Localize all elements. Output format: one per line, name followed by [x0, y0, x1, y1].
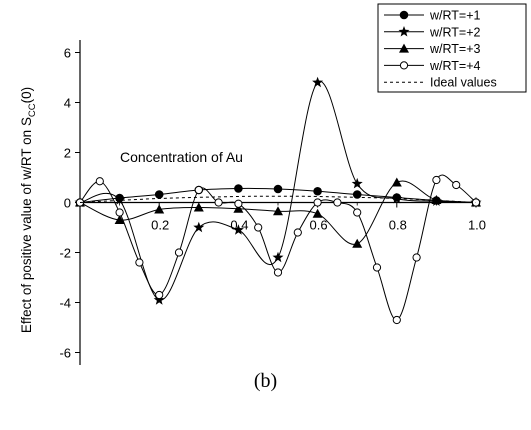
data-point — [114, 215, 125, 224]
y-axis-label-sub: CC — [27, 103, 38, 117]
y-tick-label: 2 — [64, 146, 71, 161]
data-point — [193, 202, 204, 212]
chart-annotation: Concentration of Au — [120, 149, 243, 165]
figure-caption: (b) — [253, 370, 278, 392]
data-point — [254, 223, 263, 232]
legend-label: w/RT=+3 — [429, 42, 481, 56]
data-point — [193, 221, 205, 233]
data-point — [232, 224, 244, 235]
data-point — [115, 208, 124, 217]
legend-label: w/RT=+2 — [429, 25, 481, 39]
y-tick-label: 4 — [64, 96, 71, 111]
data-point — [155, 290, 164, 300]
y-tick-label: -4 — [59, 296, 71, 311]
data-point — [194, 185, 203, 195]
y-axis-label: Effect of positive value of w/RT on SCC(… — [19, 87, 38, 333]
y-tick-label: 0 — [64, 196, 71, 211]
data-point — [234, 199, 243, 208]
data-point — [352, 238, 363, 248]
data-point — [313, 198, 322, 207]
y-tick-label: -6 — [59, 346, 71, 361]
x-tick-label: 1.0 — [468, 218, 486, 233]
series-layer — [74, 76, 482, 325]
data-point — [431, 195, 442, 204]
y-axis-label-main: Effect of positive value of w/RT on S — [19, 117, 34, 333]
legend-label: w/RT=+4 — [429, 59, 481, 73]
data-point — [114, 194, 126, 205]
series-4 — [75, 174, 481, 325]
data-point — [392, 315, 401, 325]
data-point — [391, 192, 403, 204]
data-point — [293, 228, 302, 237]
data-point — [214, 198, 223, 207]
data-point — [154, 190, 164, 199]
data-point — [351, 177, 363, 189]
data-point — [174, 248, 184, 257]
data-point — [95, 177, 104, 186]
y-tick-label: -2 — [59, 246, 71, 261]
data-point — [391, 177, 402, 187]
data-point — [313, 186, 322, 196]
x-tick-label: 0.8 — [389, 218, 407, 233]
data-point — [352, 190, 362, 199]
data-point — [135, 258, 144, 267]
data-point — [432, 175, 441, 185]
data-point — [233, 203, 244, 213]
data-point — [353, 208, 362, 217]
y-axis-label-tail: (0) — [19, 87, 34, 104]
legend-swatch-marker — [399, 10, 409, 20]
data-point — [234, 184, 243, 193]
data-point — [333, 198, 342, 207]
series-5 — [79, 195, 477, 203]
data-point — [273, 206, 283, 216]
legend-swatch-marker — [399, 43, 409, 53]
data-point — [312, 208, 323, 218]
y-tick-label: 6 — [64, 46, 71, 61]
x-tick-label: 0.6 — [310, 218, 328, 233]
legend: w/RT=+1 w/RT=+2 w/RT=+3 w/RT=+4 Ideal values — [377, 3, 527, 93]
data-point — [272, 251, 284, 263]
data-point — [273, 184, 283, 194]
data-point — [452, 180, 461, 190]
data-point — [372, 263, 382, 272]
series-line — [79, 195, 477, 203]
legend-label: Ideal values — [430, 76, 497, 90]
data-point — [312, 76, 324, 88]
data-point — [153, 294, 165, 305]
data-point — [273, 268, 283, 277]
legend-swatch-marker — [398, 26, 410, 37]
x-tick-label: 0.2 — [151, 218, 169, 233]
legend-swatch-marker — [399, 61, 409, 70]
data-point — [412, 253, 421, 262]
data-point — [154, 204, 165, 214]
legend-label: w/RT=+1 — [429, 9, 481, 23]
